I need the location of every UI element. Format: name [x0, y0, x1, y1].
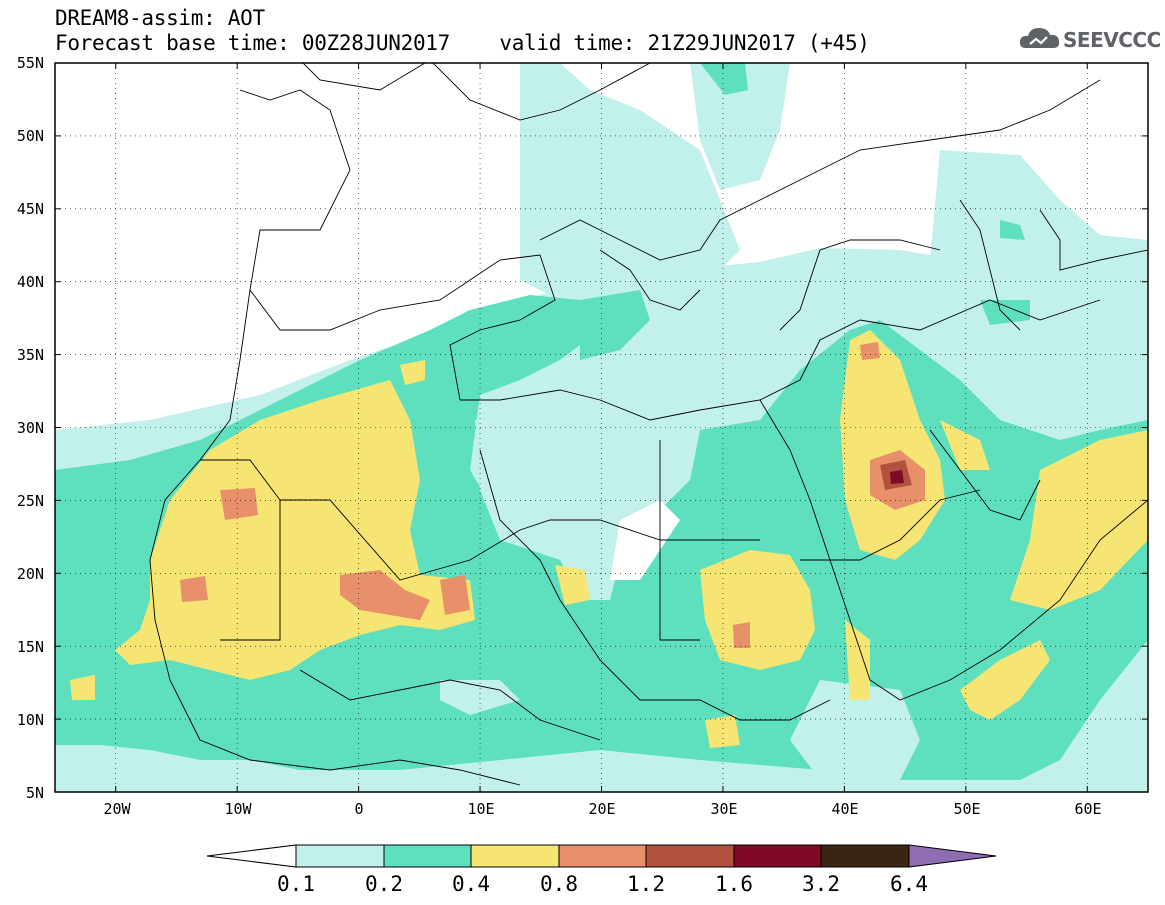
colorbar-high-arrow — [908, 844, 997, 868]
colorbar-swatch — [733, 844, 822, 868]
colorbar-swatch — [645, 844, 735, 868]
map-title: DREAM8-assim: AOT — [55, 6, 265, 30]
colorbar-low-arrow — [206, 844, 297, 868]
x-tick-label: 20E — [588, 800, 616, 818]
colorbar-label: 3.2 — [802, 872, 840, 896]
y-tick-label: 35N — [16, 346, 44, 364]
y-tick-label: 40N — [16, 273, 44, 291]
colorbar-swatch — [820, 844, 910, 868]
x-tick-label: 50E — [953, 800, 981, 818]
x-tick-label: 20W — [103, 800, 131, 818]
map-subtitle: Forecast base time: 00Z28JUN2017 valid t… — [55, 31, 870, 55]
x-tick-label: 10E — [467, 800, 495, 818]
x-tick-label: 40E — [831, 800, 859, 818]
colorbar-swatch — [558, 844, 647, 868]
ticks — [55, 62, 1148, 793]
y-tick-label: 55N — [16, 54, 44, 72]
y-tick-label: 20N — [16, 565, 44, 583]
colorbar-swatch — [383, 844, 472, 868]
y-tick-label: 5N — [25, 784, 44, 802]
logo-text: SEEVCCC — [1063, 28, 1161, 52]
aot-band-1.6-3.2 — [890, 470, 904, 484]
coastlines — [149, 63, 1148, 786]
x-tick-label: 0 — [354, 800, 364, 818]
colorbar-label: 0.2 — [365, 872, 403, 896]
colorbar — [206, 844, 997, 868]
colorbar-swatch — [470, 844, 560, 868]
y-tick-label: 15N — [16, 638, 44, 656]
y-tick-label: 10N — [16, 711, 44, 729]
colorbar-label: 6.4 — [890, 872, 928, 896]
colorbar-label: 0.1 — [277, 872, 315, 896]
colorbar-label: 0.8 — [540, 872, 578, 896]
aot-band-0.8-1.2 — [340, 570, 430, 620]
x-tick-label: 30E — [710, 800, 738, 818]
x-tick-label: 60E — [1074, 800, 1102, 818]
y-tick-label: 45N — [16, 200, 44, 218]
y-tick-label: 50N — [16, 127, 44, 145]
gridlines — [55, 63, 1148, 792]
x-tick-label: 10W — [224, 800, 252, 818]
aot-shading — [55, 63, 1148, 792]
y-tick-label: 30N — [16, 419, 44, 437]
colorbar-label: 1.6 — [715, 872, 753, 896]
colorbar-label: 0.4 — [452, 872, 490, 896]
colorbar-label: 1.2 — [627, 872, 665, 896]
logo: SEEVCCC — [1018, 24, 1161, 56]
y-tick-label: 25N — [16, 492, 44, 510]
cloud-icon — [1019, 28, 1060, 48]
colorbar-swatch — [295, 844, 385, 868]
